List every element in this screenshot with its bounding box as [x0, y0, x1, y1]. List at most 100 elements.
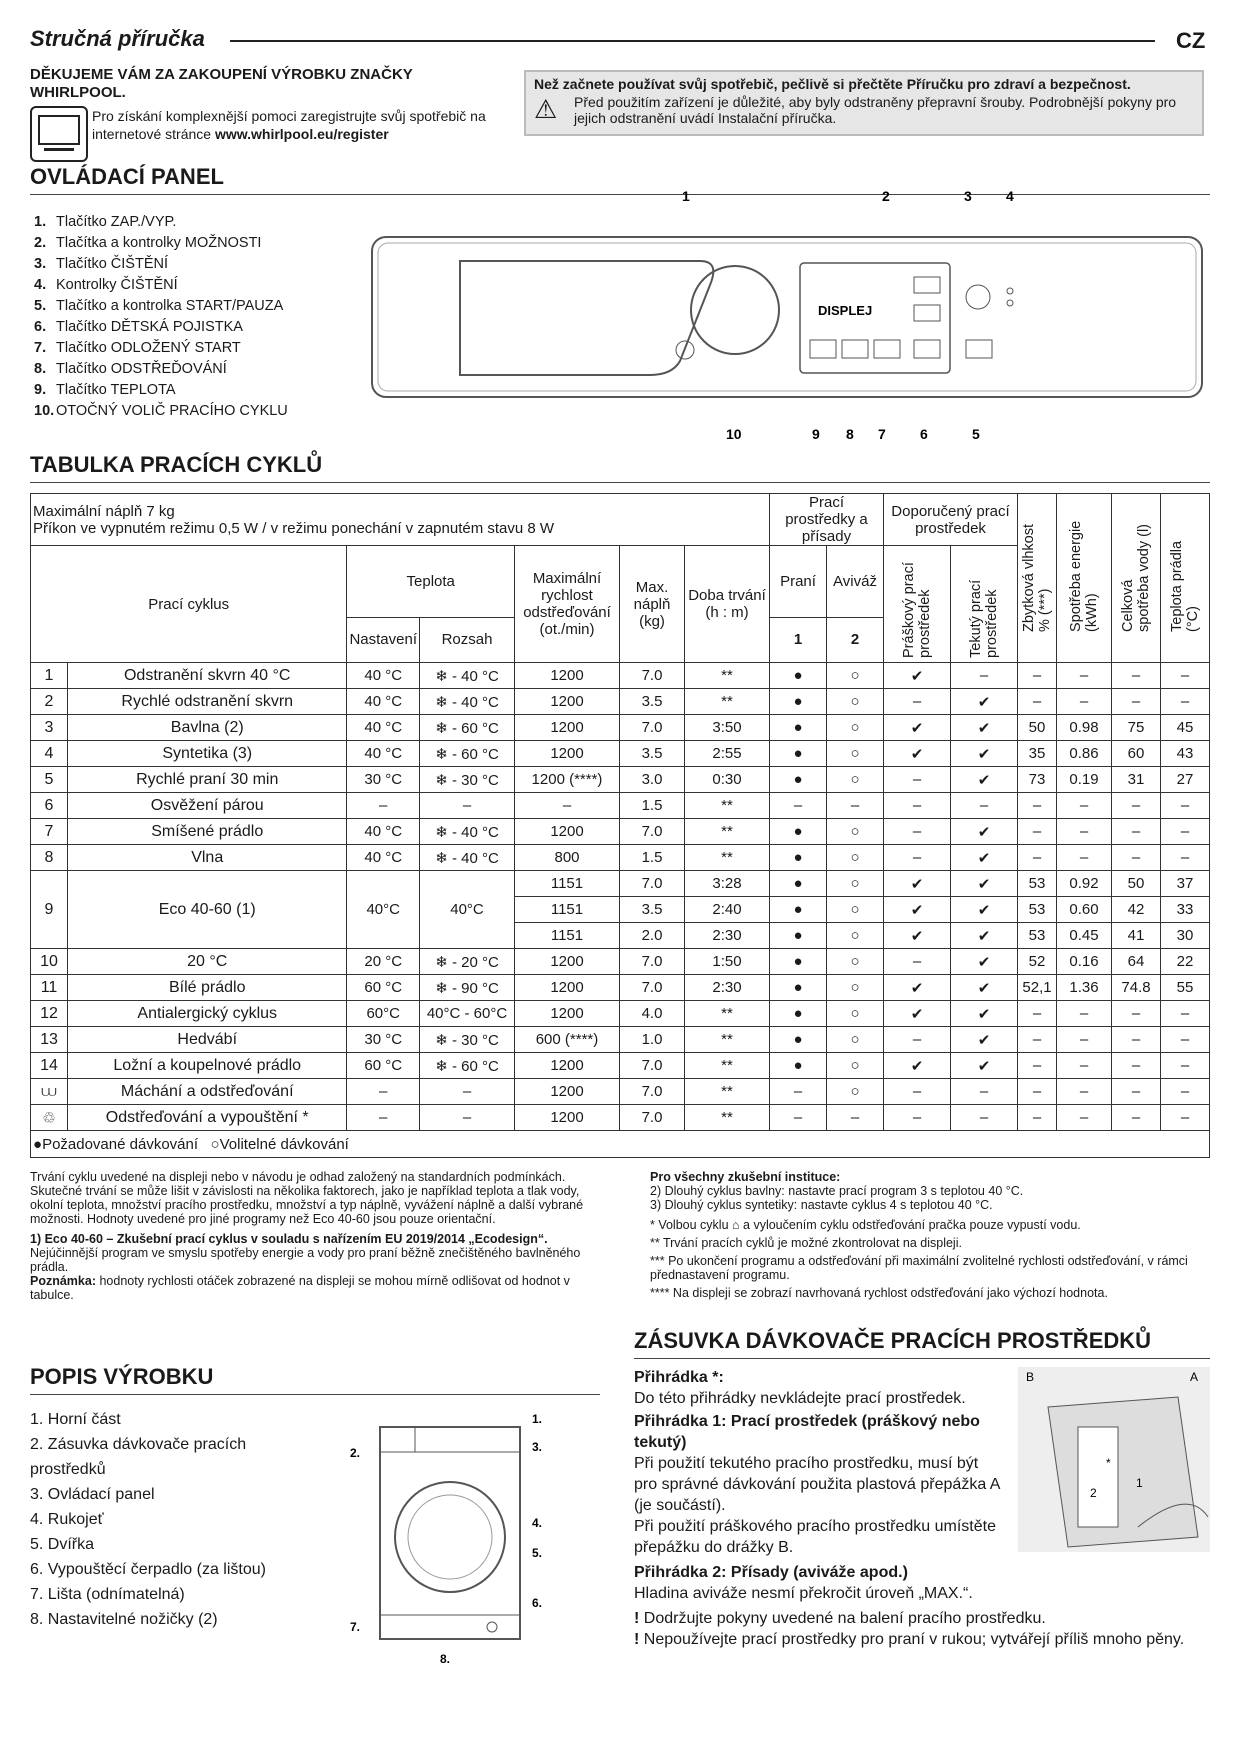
table-cell: –: [883, 766, 951, 793]
lower-content: TABULKA PRACÍCH CYKLŮ Maximální náplň 7 …: [29, 452, 1210, 1677]
col-range: Rozsah: [419, 616, 515, 664]
callout-2.: 2.: [350, 1446, 360, 1460]
callout-6: 6: [920, 426, 928, 442]
table-cell: ○: [826, 662, 884, 689]
table-cell: –: [1111, 818, 1161, 845]
table-row: 2 Rychlé odstranění skvrn 40 °C ❄ - 40 °C 12…: [30, 688, 1210, 715]
table-cell: ❄ - 40 °C: [419, 818, 515, 845]
table-cell: 1: [30, 662, 68, 689]
panel-item: 6. Tlačítko DĚTSKÁ POJISTKA: [34, 317, 288, 338]
table-cell: 2:40: [684, 896, 770, 923]
table-row: 3 Bavlna (2) 40 °C ❄ - 60 °C 1200 7.0 3:50 ● ○ ✔ ✔…: [30, 714, 1210, 741]
table-cell: 7.0: [619, 662, 685, 689]
cycle-name: Bílé prádlo: [66, 974, 348, 1001]
table-cell: 3.0: [619, 766, 685, 793]
table-cell: 1200: [514, 818, 620, 845]
table-cell: 1200: [514, 1000, 620, 1027]
comp-1-title: Přihrádka 1: Prací prostředek (práškový …: [634, 1413, 980, 1451]
table-cell: **: [684, 792, 770, 819]
table-cell: 7.0: [619, 818, 685, 845]
table-cell: 2:30: [684, 974, 770, 1001]
cycle-name: Rychlé odstranění skvrn: [66, 688, 348, 715]
table-cell: ❄ - 40 °C: [419, 844, 515, 871]
table-cell: 0.98: [1056, 714, 1112, 741]
table-cell: 33: [1160, 896, 1210, 923]
table-cell: 37: [1160, 870, 1210, 897]
table-cell: –: [1111, 662, 1161, 689]
table-cell: 1151: [514, 870, 620, 897]
item-label: Tlačítko a kontrolka START/PAUZA: [56, 298, 284, 314]
item-number: 6.: [34, 319, 47, 335]
item-label: Tlačítko DĚTSKÁ POJISTKA: [56, 319, 243, 335]
table-cell: ○: [826, 740, 884, 767]
table-cell: –: [1017, 1026, 1057, 1053]
table-cell: 53: [1017, 922, 1057, 949]
table-cell: –: [1111, 844, 1161, 871]
table-cell: –: [419, 1104, 515, 1131]
table-cell: –: [1056, 844, 1112, 871]
product-item: 4. Rukojeť: [30, 1511, 104, 1528]
table-cell: 35: [1017, 740, 1057, 767]
table-cell: 7.0: [619, 1104, 685, 1131]
table-cell: ●: [769, 818, 827, 845]
comp-star-text: Do této přihrádky nevkládejte prací pros…: [634, 1390, 966, 1407]
table-cell: ✔: [883, 896, 951, 923]
table-cell: ❄ - 60 °C: [419, 714, 515, 741]
eco-note: Nejúčinnější program ve smyslu spotřeby …: [30, 1246, 581, 1274]
product-item: 7. Lišta (odnímatelná): [30, 1586, 185, 1603]
table-cell: 31: [1111, 766, 1161, 793]
note-4star: **** Na displeji se zobrazí navrhovaná r…: [650, 1286, 1108, 1300]
table-row: ♲ Odstřeďování a vypouštění * – –1200 7.0 ** –…: [30, 1104, 1210, 1131]
table-cell: 1200: [514, 662, 620, 689]
drawer-label: B: [1026, 1370, 1034, 1384]
comp-star-title: Přihrádka *:: [634, 1369, 724, 1386]
table-cell: ❄ - 30 °C: [419, 1026, 515, 1053]
col-recommended: Doporučený prací prostředek: [883, 493, 1018, 546]
table-cell: ○: [826, 1078, 884, 1105]
required-dose-icon: ●: [33, 1135, 43, 1153]
table-cell: –: [1056, 1078, 1112, 1105]
item-number: 5.: [34, 298, 47, 314]
table-cell: –: [1056, 688, 1112, 715]
section-title: ZÁSUVKA DÁVKOVAČE PRACÍCH PROSTŘEDKŮ: [634, 1328, 1152, 1353]
note-label: Poznámka:: [30, 1274, 96, 1288]
register-link[interactable]: www.whirlpool.eu/register: [214, 126, 389, 142]
table-row: 8 Vlna 40 °C ❄ - 40 °C 800 1.5 ** ● ○ – ✔ – – – –: [30, 844, 1210, 871]
panel-item: 1. Tlačítko ZAP./VYP.: [34, 212, 288, 233]
table-cell: ✔: [950, 818, 1018, 845]
table-cell: 7.0: [619, 948, 685, 975]
cycle-name: Odstřeďování a vypouštění *: [66, 1104, 348, 1131]
table-cell: ○: [826, 1052, 884, 1079]
product-list: 1. Horní část 2. Zásuvka dávkovače pracíc…: [30, 1407, 320, 1677]
table-cell: 1151: [514, 896, 620, 923]
table-row: 6 Osvěžení párou – – –1.5 ** – – – – – – – –: [30, 792, 1210, 819]
table-cell: 40 °C: [346, 688, 420, 715]
table-cell: ✔: [883, 740, 951, 767]
table-cell: 53: [1017, 870, 1057, 897]
table-cell: –: [769, 1078, 827, 1105]
table-cell: –: [1160, 662, 1210, 689]
table-cell: 9: [30, 870, 68, 949]
table-cell: 40°C - 60°C: [419, 1000, 515, 1027]
callout-5.: 5.: [532, 1546, 542, 1560]
table-row: 1151 3.5 2:40 ● ○ ✔ ✔ 53 0.60 42 33: [31, 896, 1210, 923]
table-cell: ○: [826, 818, 884, 845]
table-cell: 73: [1017, 766, 1057, 793]
cycle-name: Smíšené prádlo: [66, 818, 348, 845]
product-item: 2. Zásuvka dávkovače pracích prostředků: [30, 1436, 247, 1478]
table-cell: 3: [30, 714, 68, 741]
table-cell: 1200: [514, 688, 620, 715]
notice-title: Než začnete používat svůj spotřebič, peč…: [534, 76, 1131, 92]
table-cell: –: [1111, 1078, 1161, 1105]
table-cell: ●: [769, 714, 827, 741]
col-powder: Práškový prací prostředek: [901, 562, 933, 658]
table-cell: ✔: [883, 1000, 951, 1027]
table-cell: –: [419, 1078, 515, 1105]
drawer-label: A: [1190, 1370, 1198, 1384]
notice-text: Před použitím zařízení je důležité, aby …: [574, 94, 1177, 126]
table-cell: –: [514, 792, 620, 819]
table-cell: 30: [1160, 922, 1210, 949]
table-cell: –: [346, 1078, 420, 1105]
cycle-name: Ložní a koupelnové prádlo: [66, 1052, 348, 1079]
